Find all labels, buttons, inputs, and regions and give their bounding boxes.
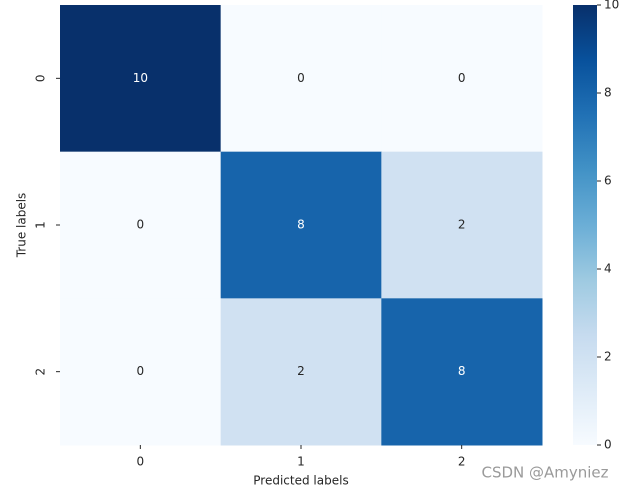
heatmap-cell (220, 298, 382, 446)
cell-label: 0 (458, 71, 466, 85)
x-tick-label: 2 (458, 455, 466, 469)
x-tick-label: 1 (297, 455, 305, 469)
heatmap-cell (60, 151, 222, 299)
y-tick-label: 1 (34, 221, 48, 229)
colorbar-tick-label: 4 (604, 262, 612, 276)
heatmap-cell (220, 151, 382, 299)
y-axis-label: True labels (15, 193, 29, 259)
colorbar-tick-label: 8 (604, 86, 612, 100)
heatmap-cell (381, 298, 543, 446)
cell-label: 2 (297, 364, 305, 378)
heatmap-cell (381, 151, 543, 299)
colorbar-tick-label: 6 (604, 174, 612, 188)
heatmap-cell (60, 5, 222, 153)
colorbar-tick-label: 2 (604, 350, 612, 364)
x-tick-label: 0 (137, 455, 145, 469)
cell-label: 8 (297, 218, 305, 232)
cell-label: 2 (458, 218, 466, 232)
heatmap-cell (381, 5, 543, 153)
x-axis-label: Predicted labels (253, 474, 348, 488)
colorbar (573, 5, 597, 445)
heatmap-cell (220, 5, 382, 153)
cell-label: 10 (133, 71, 148, 85)
colorbar-tick-label: 0 (604, 438, 612, 452)
colorbar-tick-label: 10 (604, 0, 619, 12)
cell-label: 8 (458, 364, 466, 378)
watermark: CSDN @Amyniez (481, 464, 608, 482)
heatmap-cell (60, 298, 222, 446)
cell-label: 0 (297, 71, 305, 85)
y-tick-label: 2 (34, 368, 48, 376)
cell-label: 0 (137, 218, 145, 232)
cell-label: 0 (137, 364, 145, 378)
y-tick-label: 0 (34, 75, 48, 83)
